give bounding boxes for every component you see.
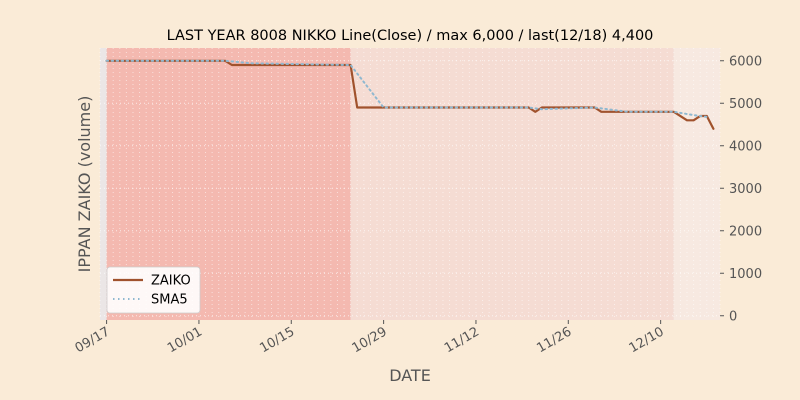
shaded-region-2 [673, 48, 720, 320]
grid-lines [99, 48, 721, 320]
shaded-region-1 [350, 48, 674, 320]
x-tick-label: 10/01 [165, 324, 205, 356]
y-tick-label: 4000 [729, 139, 762, 154]
y-tick-label: 6000 [729, 54, 762, 69]
legend: ZAIKO SMA5 [106, 266, 201, 314]
legend-box [106, 266, 201, 314]
x-tick-label: 09/17 [73, 324, 113, 356]
x-tick-label: 10/15 [257, 324, 297, 356]
y-tick-label: 3000 [729, 182, 762, 197]
y-axis: 0 1000 2000 3000 4000 5000 6000 [720, 54, 762, 324]
legend-label-zaiko: ZAIKO [151, 274, 191, 289]
x-tick-label: 11/26 [534, 324, 574, 356]
shaded-regions [106, 48, 720, 320]
y-tick-label: 2000 [729, 224, 762, 239]
x-tick-label: 10/29 [350, 324, 390, 356]
chart-title: LAST YEAR 8008 NIKKO Line(Close) / max 6… [167, 28, 654, 44]
series-line-sma5 [105, 59, 708, 118]
x-tick-label: 11/12 [442, 324, 482, 356]
series-line-zaiko [105, 59, 715, 130]
x-axis: 09/17 10/01 10/15 10/29 11/12 11/26 12/10 [73, 320, 667, 356]
y-tick-label: 1000 [729, 267, 762, 282]
y-tick-label: 0 [729, 309, 737, 324]
series-layer [105, 59, 715, 130]
x-axis-label: DATE [389, 366, 431, 385]
y-tick-label: 5000 [729, 97, 762, 112]
x-tick-label: 12/10 [627, 324, 667, 356]
y-axis-label: IPPAN ZAIKO (volume) [75, 96, 94, 273]
legend-label-sma5: SMA5 [151, 293, 188, 308]
